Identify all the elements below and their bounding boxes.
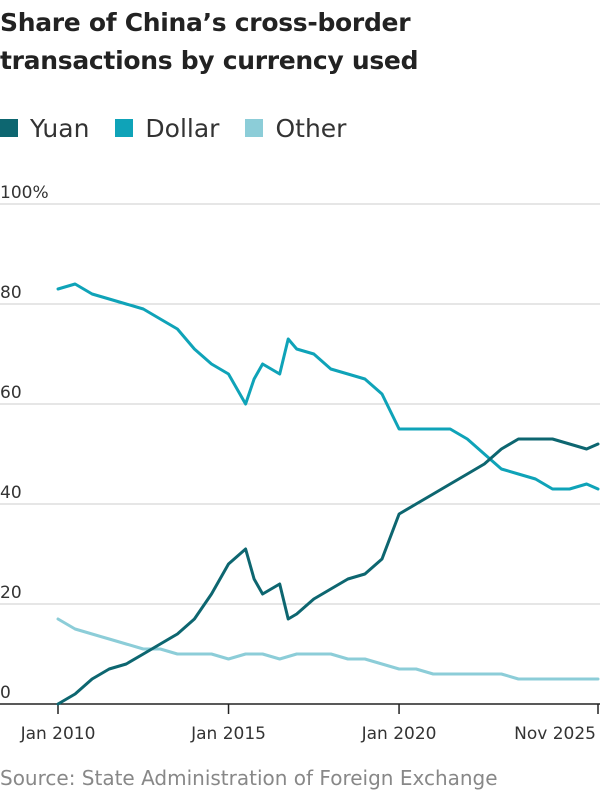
y-tick-label: 20 [0,583,22,603]
legend-swatch-dollar [115,119,134,137]
x-tick-label: Jan 2010 [20,724,96,744]
y-tick-label: 40 [0,483,22,503]
source-note: Source: State Administration of Foreign … [0,766,498,790]
y-tick-label: 80 [0,283,22,303]
legend-label-yuan: Yuan [30,113,90,143]
legend: Yuan Dollar Other [0,108,372,148]
x-tick-label: Jan 2020 [361,724,437,744]
y-tick-label: 60 [0,383,22,403]
series-line-yuan [56,437,600,706]
series-line-dollar [56,282,600,491]
legend-label-other: Other [275,113,347,143]
x-tick-label: Nov 2025 [514,724,596,744]
line-chart: 0 20 40 60 80 100% Jan 2010 Jan 2015 Jan 2020 Nov… [0,183,600,744]
y-tick-label: 100% [0,183,49,203]
chart-title: Share of China’s cross-border transactio… [0,8,419,75]
x-tick-label: Jan 2015 [190,724,266,744]
legend-swatch-yuan [0,119,18,137]
legend-item-dollar: Dollar [115,114,219,143]
y-tick-label: 0 [0,683,11,703]
legend-item-yuan: Yuan [0,114,89,143]
series-line-other [56,617,600,681]
legend-item-other: Other [245,114,346,143]
legend-swatch-other [245,119,264,137]
legend-label-dollar: Dollar [145,113,220,143]
